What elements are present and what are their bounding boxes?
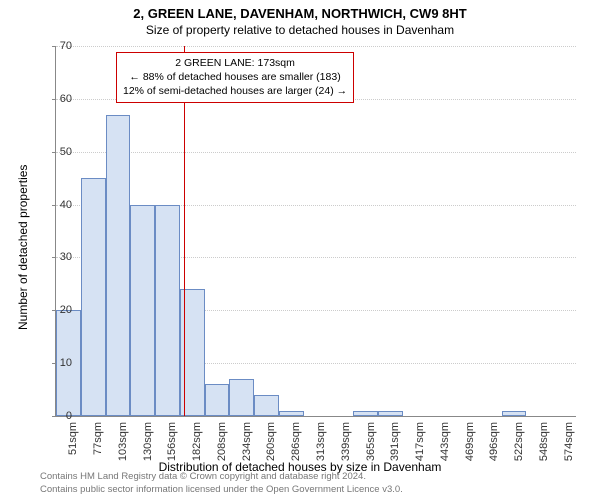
chart-subtitle: Size of property relative to detached ho…: [0, 21, 600, 37]
annotation-line: 2 GREEN LANE: 173sqm: [123, 56, 347, 70]
ytick-label: 0: [42, 410, 72, 422]
chart-title: 2, GREEN LANE, DAVENHAM, NORTHWICH, CW9 …: [0, 0, 600, 21]
ytick-label: 40: [42, 199, 72, 211]
xtick-label: 130sqm: [142, 422, 154, 462]
chart-container: 2, GREEN LANE, DAVENHAM, NORTHWICH, CW9 …: [0, 0, 600, 500]
histogram-bar: [353, 411, 378, 416]
xtick-label: 443sqm: [439, 422, 451, 462]
ytick-label: 10: [42, 357, 72, 369]
xtick-label: 522sqm: [513, 422, 525, 462]
gridline: [56, 152, 576, 153]
histogram-bar: [155, 205, 180, 416]
ytick-label: 20: [42, 304, 72, 316]
histogram-bar: [502, 411, 527, 416]
footer-line-2: Contains public sector information licen…: [40, 484, 403, 496]
xtick-label: 286sqm: [290, 422, 302, 462]
histogram-bar: [279, 411, 304, 416]
xtick-label: 77sqm: [92, 422, 104, 462]
histogram-bar: [378, 411, 403, 416]
y-axis-title: Number of detached properties: [16, 165, 30, 330]
histogram-bar: [229, 379, 254, 416]
xtick-label: 51sqm: [67, 422, 79, 462]
footer-line-1: Contains HM Land Registry data © Crown c…: [40, 471, 403, 483]
annotation-line: ← 88% of detached houses are smaller (18…: [123, 70, 347, 84]
xtick-label: 365sqm: [365, 422, 377, 462]
xtick-label: 574sqm: [563, 422, 575, 462]
xtick-label: 156sqm: [166, 422, 178, 462]
histogram-bar: [254, 395, 279, 416]
annotation-line: 12% of semi-detached houses are larger (…: [123, 84, 347, 98]
gridline: [56, 46, 576, 47]
annotation-box: 2 GREEN LANE: 173sqm← 88% of detached ho…: [116, 52, 354, 103]
histogram-bar: [106, 115, 131, 416]
xtick-label: 182sqm: [191, 422, 203, 462]
ytick-label: 50: [42, 146, 72, 158]
xtick-label: 391sqm: [389, 422, 401, 462]
xtick-label: 339sqm: [340, 422, 352, 462]
histogram-bar: [205, 384, 230, 416]
ytick-label: 60: [42, 93, 72, 105]
xtick-label: 548sqm: [538, 422, 550, 462]
plot-area: 2 GREEN LANE: 173sqm← 88% of detached ho…: [55, 46, 576, 417]
footer-text: Contains HM Land Registry data © Crown c…: [40, 471, 403, 496]
xtick-label: 496sqm: [488, 422, 500, 462]
xtick-label: 260sqm: [265, 422, 277, 462]
xtick-label: 313sqm: [315, 422, 327, 462]
xtick-label: 208sqm: [216, 422, 228, 462]
xtick-label: 234sqm: [241, 422, 253, 462]
xtick-label: 103sqm: [117, 422, 129, 462]
xtick-label: 469sqm: [464, 422, 476, 462]
ytick-label: 30: [42, 251, 72, 263]
histogram-bar: [130, 205, 155, 416]
xtick-label: 417sqm: [414, 422, 426, 462]
ytick-label: 70: [42, 40, 72, 52]
histogram-bar: [81, 178, 106, 416]
